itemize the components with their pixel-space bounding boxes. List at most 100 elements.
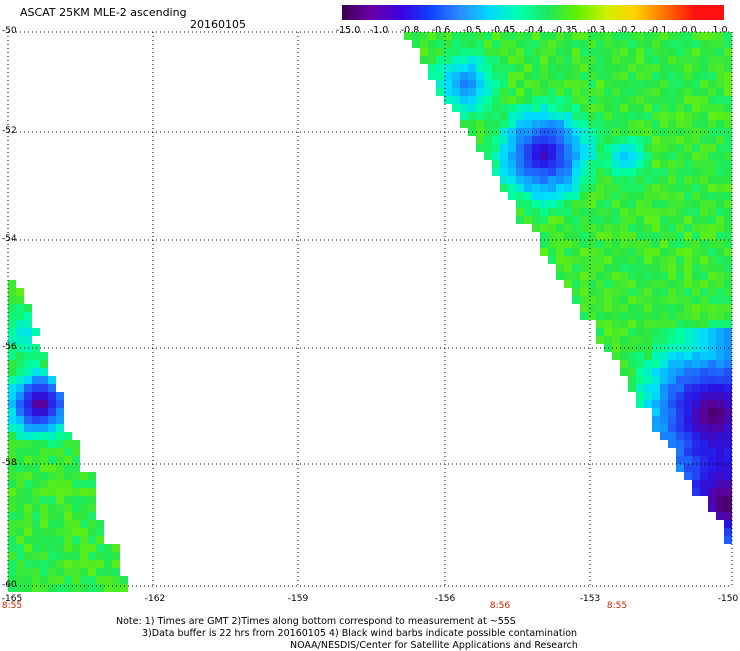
swath-cell bbox=[668, 168, 676, 176]
swath-cell bbox=[40, 440, 48, 448]
swath-cell bbox=[652, 168, 660, 176]
swath-cell bbox=[708, 120, 716, 128]
swath-cell bbox=[660, 288, 668, 296]
swath-cell bbox=[64, 512, 72, 520]
swath-cell bbox=[580, 168, 588, 176]
swath-cell bbox=[652, 224, 660, 232]
swath-cell bbox=[540, 152, 548, 160]
swath-cell bbox=[64, 456, 72, 464]
swath-cell bbox=[716, 512, 724, 520]
swath-cell bbox=[556, 80, 564, 88]
swath-cell bbox=[700, 280, 708, 288]
swath-cell bbox=[436, 80, 444, 88]
swath-cell bbox=[24, 520, 32, 528]
swath-cell bbox=[628, 352, 636, 360]
swath-cell bbox=[684, 360, 692, 368]
swath-cell bbox=[8, 296, 16, 304]
swath-cell bbox=[644, 136, 652, 144]
swath-cell bbox=[708, 56, 716, 64]
swath-cell bbox=[508, 192, 516, 200]
swath-cell bbox=[596, 56, 604, 64]
swath-cell bbox=[708, 96, 716, 104]
swath-cell bbox=[716, 72, 724, 80]
swath-cell bbox=[716, 56, 724, 64]
swath-cell bbox=[564, 64, 572, 72]
swath-cell bbox=[716, 40, 724, 48]
swath-cell bbox=[724, 88, 732, 96]
swath-cell bbox=[476, 72, 484, 80]
swath-cell bbox=[668, 136, 676, 144]
swath-cell bbox=[460, 112, 468, 120]
swath-cell bbox=[660, 80, 668, 88]
swath-cell bbox=[580, 40, 588, 48]
swath-cell bbox=[676, 304, 684, 312]
swath-cell bbox=[652, 200, 660, 208]
swath-cell bbox=[588, 304, 596, 312]
swath-cell bbox=[620, 88, 628, 96]
swath-cell bbox=[444, 96, 452, 104]
swath-cell bbox=[452, 56, 460, 64]
swath-cell bbox=[660, 232, 668, 240]
swath-cell bbox=[620, 152, 628, 160]
swath-cell bbox=[8, 352, 16, 360]
swath-cell bbox=[716, 112, 724, 120]
swath-cell bbox=[436, 72, 444, 80]
swath-cell bbox=[16, 496, 24, 504]
swath-cell bbox=[8, 456, 16, 464]
swath-cell bbox=[564, 272, 572, 280]
swath-cell bbox=[644, 192, 652, 200]
swath-cell bbox=[56, 568, 64, 576]
swath-cell bbox=[460, 56, 468, 64]
swath-cell bbox=[692, 296, 700, 304]
swath-cell bbox=[612, 144, 620, 152]
swath-cell bbox=[700, 440, 708, 448]
swath-cell bbox=[468, 80, 476, 88]
swath-cell bbox=[524, 208, 532, 216]
swath-cell bbox=[724, 272, 732, 280]
swath-cell bbox=[700, 272, 708, 280]
swath-cell bbox=[676, 384, 684, 392]
swath-cell bbox=[48, 512, 56, 520]
colorbar-segment bbox=[488, 5, 519, 20]
swath-cell bbox=[16, 376, 24, 384]
swath-cell bbox=[32, 376, 40, 384]
swath-cell bbox=[684, 464, 692, 472]
swath-cell bbox=[596, 320, 604, 328]
swath-cell bbox=[428, 72, 436, 80]
swath-cell bbox=[104, 568, 112, 576]
swath-cell bbox=[628, 280, 636, 288]
swath-cell bbox=[692, 112, 700, 120]
swath-cell bbox=[484, 144, 492, 152]
swath-cell bbox=[612, 48, 620, 56]
swath-cell bbox=[652, 376, 660, 384]
swath-cell bbox=[724, 512, 732, 520]
swath-cell bbox=[708, 168, 716, 176]
swath-cell bbox=[716, 240, 724, 248]
swath-cell bbox=[684, 96, 692, 104]
swath-cell bbox=[700, 200, 708, 208]
swath-cell bbox=[668, 272, 676, 280]
swath-cell bbox=[16, 528, 24, 536]
swath-cell bbox=[708, 80, 716, 88]
swath-cell bbox=[652, 40, 660, 48]
swath-cell bbox=[564, 256, 572, 264]
swath-cell bbox=[644, 240, 652, 248]
swath-cell bbox=[668, 280, 676, 288]
swath-cell bbox=[676, 152, 684, 160]
swath-cell bbox=[660, 320, 668, 328]
swath-cell bbox=[700, 392, 708, 400]
swath-cell bbox=[436, 56, 444, 64]
swath-cell bbox=[628, 56, 636, 64]
swath-cell bbox=[8, 392, 16, 400]
swath-cell bbox=[476, 32, 484, 40]
swath-cell bbox=[436, 32, 444, 40]
swath-cell bbox=[8, 408, 16, 416]
swath-cell bbox=[612, 64, 620, 72]
swath-cell bbox=[80, 552, 88, 560]
swath-cell bbox=[40, 504, 48, 512]
swath-cell bbox=[684, 88, 692, 96]
swath-cell bbox=[8, 416, 16, 424]
swath-cell bbox=[652, 280, 660, 288]
swath-cell bbox=[572, 264, 580, 272]
swath-cell bbox=[708, 48, 716, 56]
